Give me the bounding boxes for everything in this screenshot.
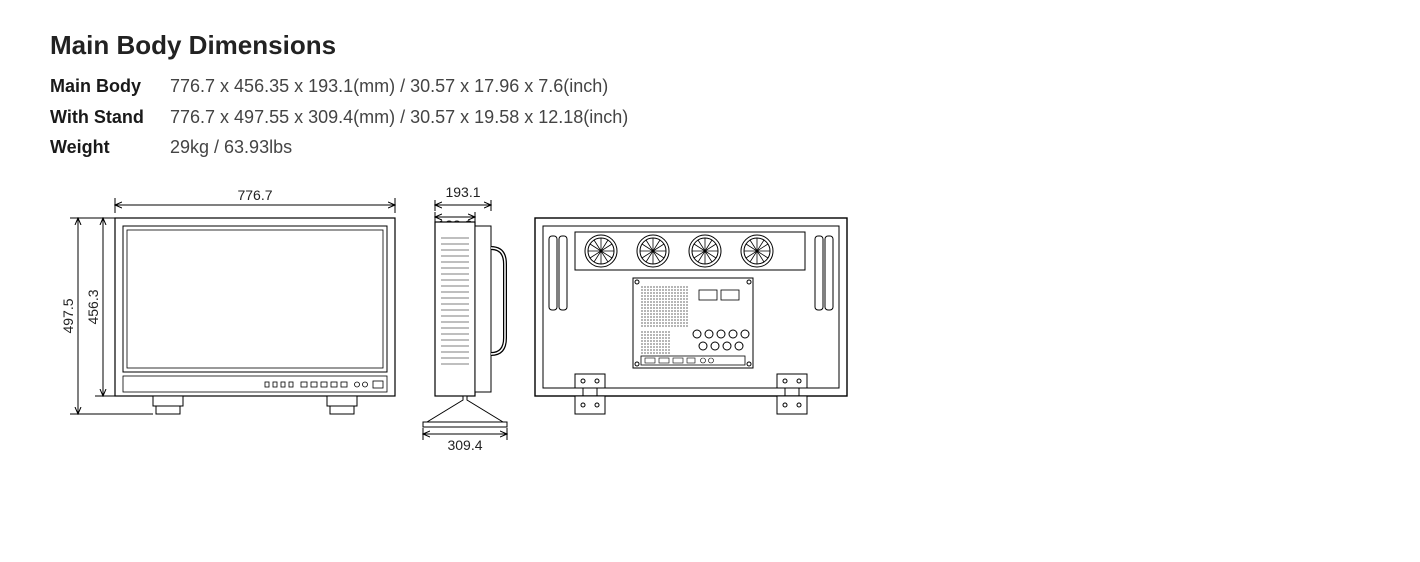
spec-value: 776.7 x 456.35 x 193.1(mm) / 30.57 x 17.… — [170, 71, 608, 102]
spec-row-weight: Weight 29kg / 63.93lbs — [50, 132, 1420, 163]
spec-row-main-body: Main Body 776.7 x 456.35 x 193.1(mm) / 3… — [50, 71, 1420, 102]
section-title: Main Body Dimensions — [50, 30, 1420, 61]
rear-view — [535, 218, 847, 414]
dim-stand-height: 497.5 — [60, 298, 76, 333]
spec-table: Main Body 776.7 x 456.35 x 193.1(mm) / 3… — [50, 71, 1420, 163]
spec-label: Weight — [50, 132, 170, 163]
side-view: 193.1 138.3 — [423, 184, 507, 453]
dim-front-width: 776.7 — [237, 187, 272, 203]
dim-front-height: 456.3 — [85, 289, 101, 324]
spec-value: 776.7 x 497.55 x 309.4(mm) / 30.57 x 19.… — [170, 102, 628, 133]
front-view: 776.7 — [60, 187, 395, 414]
technical-drawings: 776.7 — [35, 178, 1420, 488]
drawings-svg: 776.7 — [35, 178, 935, 468]
spec-value: 29kg / 63.93lbs — [170, 132, 292, 163]
spec-label: Main Body — [50, 71, 170, 102]
spec-label: With Stand — [50, 102, 170, 133]
spec-row-with-stand: With Stand 776.7 x 497.55 x 309.4(mm) / … — [50, 102, 1420, 133]
dim-side-depth: 193.1 — [445, 184, 480, 200]
dim-stand-depth: 309.4 — [447, 437, 482, 453]
